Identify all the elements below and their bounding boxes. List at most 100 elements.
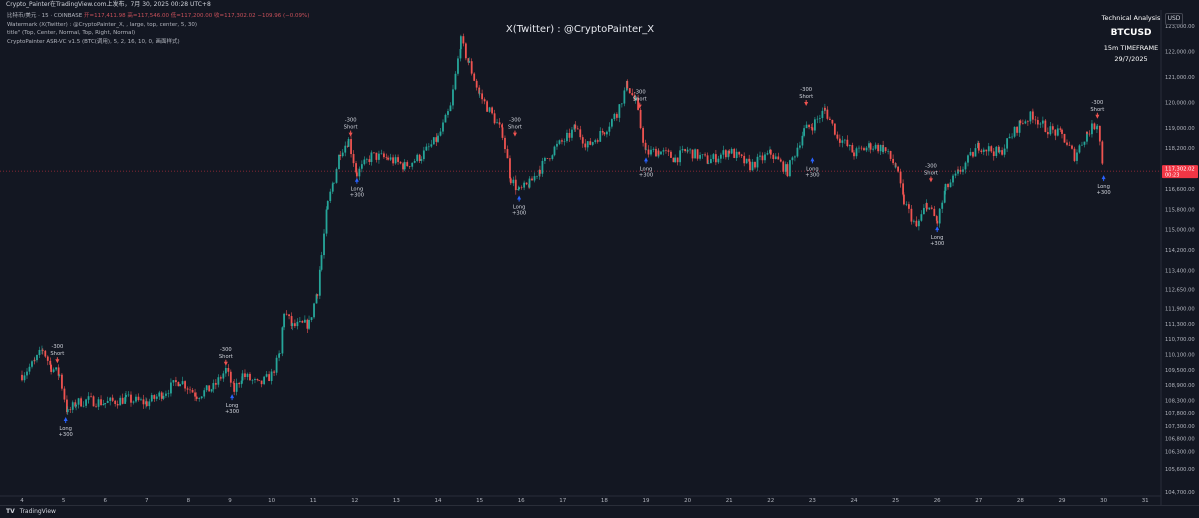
x-tick-label: 13 xyxy=(393,498,400,504)
candle-body xyxy=(1086,131,1088,142)
candle-body xyxy=(290,316,293,326)
candle-body xyxy=(759,155,761,157)
candle-body xyxy=(1049,126,1052,135)
candle-body xyxy=(738,151,741,155)
candle-body xyxy=(803,128,805,136)
candle-body xyxy=(306,319,309,329)
legend-line-watermark: Watermark (X(Twitter) : @CryptoPainter_X… xyxy=(7,21,197,28)
candle-body xyxy=(155,396,158,399)
signal-type-label: Long xyxy=(59,426,72,432)
signal-value-label: +300 xyxy=(1096,190,1110,196)
y-tick-label: 110,100.00 xyxy=(1165,352,1195,358)
candle-body xyxy=(158,392,161,397)
candle-body xyxy=(998,150,1001,153)
candle-body xyxy=(724,150,727,158)
publish-header: Crypto_Painter在TradingView.com上发布，7月 30,… xyxy=(6,1,211,8)
candle-body xyxy=(1008,136,1011,139)
candle-body xyxy=(278,353,280,358)
candle-body xyxy=(281,327,284,354)
candle-body xyxy=(66,399,68,413)
candle-body xyxy=(761,155,764,161)
candle-body xyxy=(586,141,589,146)
candle-body xyxy=(227,368,230,372)
candle-body xyxy=(558,140,561,144)
candle-body xyxy=(111,397,114,401)
signal-value-label: +300 xyxy=(639,172,653,178)
candle-body xyxy=(551,155,554,160)
tradingview-logo[interactable]: TV TradingView xyxy=(6,508,56,515)
candle-body xyxy=(821,110,824,119)
candle-body xyxy=(769,149,772,155)
tradingview-mark-icon: TV xyxy=(6,508,15,515)
candle-body xyxy=(355,172,358,177)
long-arrow-icon xyxy=(354,177,359,182)
candle-body xyxy=(652,148,655,150)
candle-body xyxy=(452,89,454,106)
candle-body xyxy=(660,151,662,155)
candle-body xyxy=(801,135,804,146)
x-tick-label: 21 xyxy=(726,498,733,504)
candle-body xyxy=(855,148,858,157)
candle-body xyxy=(179,384,181,387)
signal-type-label: Long xyxy=(806,166,819,172)
candle-body xyxy=(335,169,338,183)
candle-body xyxy=(1021,123,1024,124)
long-signal: Long+300 xyxy=(225,394,239,415)
candle-body xyxy=(591,142,594,145)
candle-body xyxy=(50,364,53,372)
candle-body xyxy=(751,161,754,171)
candle-body xyxy=(930,207,933,209)
candle-body xyxy=(1006,138,1008,149)
candle-body xyxy=(992,151,995,157)
short-arrow-icon xyxy=(348,132,353,137)
candle-body xyxy=(200,396,203,399)
candle-body xyxy=(774,156,777,160)
candle-body xyxy=(766,153,769,155)
candle-body xyxy=(563,141,566,142)
candle-body xyxy=(982,149,985,152)
candle-body xyxy=(341,152,344,157)
signal-value-label: -300 xyxy=(51,344,63,350)
candle-body xyxy=(967,155,969,163)
candle-body xyxy=(449,105,452,112)
candle-body xyxy=(233,383,236,392)
candle-body xyxy=(1096,125,1099,127)
candle-body xyxy=(1044,123,1047,132)
x-tick-label: 15 xyxy=(476,498,483,504)
candle-body xyxy=(872,148,875,150)
info-date: 29/7/2025 xyxy=(1114,55,1148,63)
long-signal: Long+300 xyxy=(59,417,73,438)
candle-body xyxy=(748,158,751,162)
candle-body xyxy=(478,87,481,94)
last-price-label: 117,302.02 xyxy=(1165,167,1195,173)
candle-body xyxy=(275,357,278,373)
info-heading: Technical Analysis xyxy=(1101,14,1161,22)
candle-body xyxy=(520,187,523,188)
candle-body xyxy=(980,150,983,152)
candle-body xyxy=(427,146,430,148)
candle-body xyxy=(599,131,602,142)
y-tick-label: 106,800.00 xyxy=(1165,437,1195,443)
currency-button[interactable]: USD xyxy=(1165,13,1183,25)
candle-body xyxy=(420,159,423,161)
candle-body xyxy=(553,146,556,156)
candle-body xyxy=(375,152,378,160)
candle-body xyxy=(933,208,936,217)
x-tick-label: 24 xyxy=(851,498,858,504)
candle-body xyxy=(954,173,957,176)
last-price-countdown: 00:23 xyxy=(1165,173,1179,179)
candle-body xyxy=(544,157,546,161)
candle-body xyxy=(712,154,715,160)
candle-body xyxy=(432,137,435,145)
x-tick-label: 12 xyxy=(351,498,358,504)
candle-body xyxy=(894,166,897,168)
candle-body xyxy=(628,88,631,94)
x-tick-label: 29 xyxy=(1059,498,1066,504)
candle-body xyxy=(504,137,506,150)
x-tick-label: 18 xyxy=(601,498,608,504)
candle-body xyxy=(175,380,177,383)
signal-type-label: Long xyxy=(1097,184,1110,190)
candle-body xyxy=(102,403,105,406)
candle-body xyxy=(987,146,990,152)
